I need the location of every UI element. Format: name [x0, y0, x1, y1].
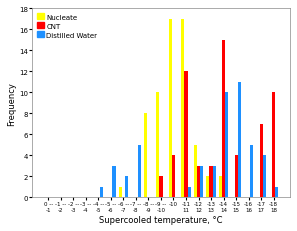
Bar	[184, 72, 188, 198]
Bar	[263, 156, 266, 198]
Legend: Nucleate, CNT, Distilled Water: Nucleate, CNT, Distilled Water	[35, 13, 99, 40]
Bar	[272, 93, 275, 198]
Bar	[100, 187, 103, 198]
Bar	[275, 187, 278, 198]
Bar	[138, 145, 141, 198]
Bar	[209, 166, 213, 198]
Bar	[200, 166, 203, 198]
Bar	[188, 187, 191, 198]
Bar	[197, 166, 200, 198]
Bar	[260, 124, 263, 198]
Bar	[235, 156, 238, 198]
Bar	[169, 20, 172, 198]
Bar	[181, 20, 184, 198]
Bar	[219, 176, 222, 198]
Bar	[156, 93, 159, 198]
Bar	[222, 41, 225, 198]
Bar	[144, 114, 147, 198]
Y-axis label: Frequency: Frequency	[7, 82, 16, 125]
Bar	[113, 166, 116, 198]
Bar	[125, 176, 128, 198]
Bar	[238, 82, 241, 198]
Bar	[225, 93, 228, 198]
Bar	[250, 145, 253, 198]
Bar	[194, 145, 197, 198]
Bar	[159, 176, 162, 198]
Bar	[119, 187, 122, 198]
Bar	[172, 156, 175, 198]
Bar	[213, 166, 216, 198]
Bar	[206, 176, 209, 198]
X-axis label: Supercooled temperature, °C: Supercooled temperature, °C	[99, 215, 223, 224]
